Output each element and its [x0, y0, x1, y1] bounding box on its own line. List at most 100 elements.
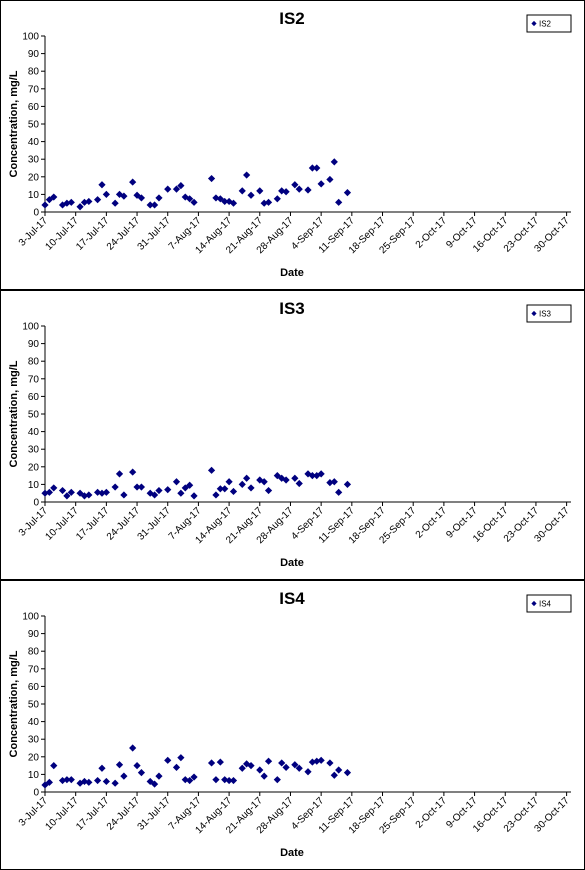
- data-point: [186, 776, 194, 785]
- data-point: [111, 483, 119, 491]
- data-point: [186, 481, 194, 489]
- data-point: [67, 198, 75, 206]
- data-point: [137, 194, 146, 202]
- data-point: [94, 776, 102, 785]
- data-point: [58, 486, 67, 495]
- data-point: [111, 779, 119, 787]
- panel-frame: [0, 580, 585, 870]
- data-point: [181, 776, 189, 784]
- data-point: [273, 776, 281, 784]
- data-point: [94, 196, 102, 204]
- data-point: [238, 187, 246, 195]
- chart-title: IS4: [279, 589, 305, 608]
- y-tick-label: 40: [28, 717, 40, 728]
- data-point: [63, 492, 71, 500]
- data-point: [326, 175, 334, 184]
- data-point: [98, 181, 106, 189]
- data-point: [76, 779, 84, 787]
- data-point: [317, 756, 325, 764]
- data-point: [291, 181, 299, 189]
- data-point: [76, 203, 84, 211]
- data-point: [278, 759, 286, 767]
- y-tick-label: 30: [28, 155, 40, 166]
- data-point: [115, 470, 124, 478]
- y-axis-title: Concentration, mg/L: [8, 650, 20, 757]
- data-point: [278, 474, 286, 482]
- y-tick-label: 30: [28, 735, 40, 746]
- y-tick-label: 0: [33, 788, 39, 799]
- data-point: [273, 195, 281, 203]
- y-tick-label: 50: [28, 120, 40, 131]
- y-axis-title: Concentration, mg/L: [8, 360, 20, 467]
- data-point: [260, 199, 268, 207]
- data-point: [172, 763, 181, 771]
- data-point: [190, 198, 198, 206]
- data-point: [63, 776, 71, 784]
- data-point: [330, 158, 338, 166]
- data-point: [282, 188, 290, 196]
- data-point: [45, 778, 53, 786]
- legend-box: [526, 14, 572, 33]
- legend-label: IS2: [539, 20, 552, 29]
- data-point: [304, 768, 312, 776]
- panel-frame: [0, 0, 585, 290]
- data-point: [343, 769, 352, 777]
- y-tick-label: 70: [28, 374, 40, 385]
- legend-label: IS3: [539, 310, 552, 319]
- data-point: [343, 480, 352, 488]
- y-tick-label: 10: [28, 770, 40, 781]
- data-point: [308, 472, 316, 480]
- chart-panel-3: IS401020304050607080901003-Jul-1710-Jul-…: [0, 580, 585, 870]
- data-point: [102, 777, 110, 786]
- data-point: [212, 776, 220, 784]
- data-point: [41, 489, 49, 497]
- data-point: [229, 776, 238, 785]
- data-point: [335, 198, 343, 206]
- data-point: [326, 479, 334, 487]
- data-point: [295, 479, 303, 488]
- data-point: [229, 199, 238, 207]
- data-point: [308, 164, 316, 172]
- data-point: [330, 771, 338, 779]
- y-tick-label: 70: [28, 84, 40, 95]
- y-tick-label: 50: [28, 410, 40, 421]
- data-point: [216, 758, 224, 766]
- data-point: [190, 773, 198, 781]
- data-point: [80, 492, 89, 500]
- data-point: [335, 488, 343, 496]
- data-point: [313, 757, 321, 765]
- data-point: [85, 197, 93, 206]
- data-point: [207, 759, 216, 767]
- data-point: [177, 489, 185, 497]
- legend: IS4: [526, 594, 572, 613]
- y-tick-label: 80: [28, 357, 40, 368]
- data-point: [207, 466, 216, 474]
- y-tick-label: 90: [28, 49, 40, 60]
- y-tick-label: 70: [28, 664, 40, 675]
- legend-box: [526, 594, 572, 613]
- y-tick-label: 90: [28, 339, 40, 350]
- y-tick-label: 10: [28, 190, 40, 201]
- y-tick-label: 20: [28, 752, 40, 763]
- legend-marker: [531, 310, 537, 317]
- y-tick-label: 100: [22, 322, 39, 333]
- data-point: [67, 488, 75, 496]
- data-point: [247, 191, 255, 199]
- x-axis-title: Date: [280, 557, 304, 569]
- data-point: [247, 762, 255, 770]
- data-point: [326, 759, 334, 767]
- data-point: [221, 485, 229, 493]
- y-tick-label: 80: [28, 647, 40, 658]
- y-tick-label: 0: [33, 208, 39, 219]
- data-point: [282, 763, 290, 771]
- data-point: [264, 757, 273, 765]
- y-tick-label: 60: [28, 392, 40, 403]
- data-point: [308, 758, 316, 766]
- data-point: [177, 754, 185, 762]
- data-point: [129, 744, 137, 752]
- data-point: [273, 472, 281, 480]
- data-point: [177, 182, 185, 190]
- data-point: [291, 761, 299, 769]
- data-point: [76, 489, 84, 497]
- data-point: [186, 195, 194, 203]
